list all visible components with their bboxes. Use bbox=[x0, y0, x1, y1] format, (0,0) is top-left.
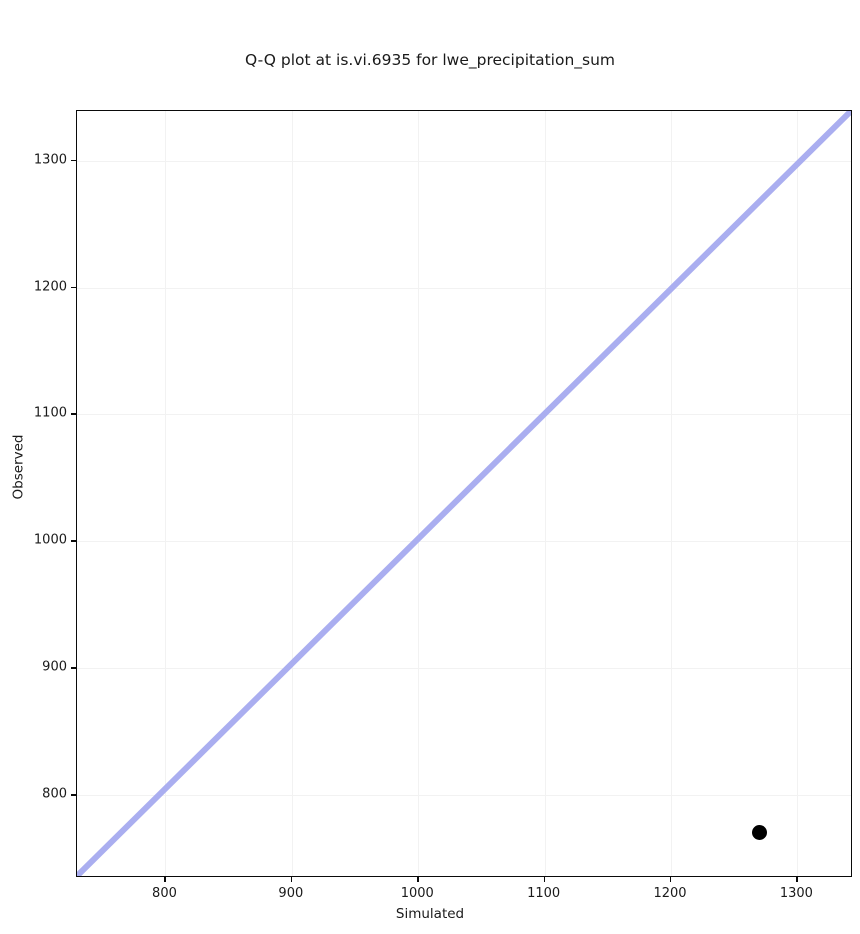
y-axis-label-text: Observed bbox=[10, 434, 27, 500]
y-tick-label: 900 bbox=[42, 659, 67, 675]
data-point bbox=[751, 824, 767, 840]
y-tick-label: 1100 bbox=[33, 405, 67, 421]
gridline-horizontal bbox=[77, 668, 851, 670]
gridline-horizontal bbox=[77, 795, 851, 797]
x-tick-label: 800 bbox=[152, 886, 177, 901]
x-tick-label: 1000 bbox=[400, 886, 434, 901]
x-tick-label: 1300 bbox=[779, 886, 813, 901]
gridline-vertical bbox=[165, 111, 167, 876]
x-tick-mark bbox=[796, 877, 798, 882]
y-tick-label: 1000 bbox=[33, 532, 67, 548]
y-tick-label: 1300 bbox=[33, 152, 67, 168]
x-tick-mark bbox=[164, 877, 166, 882]
identity-line-segment bbox=[77, 111, 851, 876]
plot-area bbox=[76, 110, 852, 877]
gridline-vertical bbox=[797, 111, 799, 876]
x-tick-label: 1200 bbox=[653, 886, 687, 901]
x-tick-label: 900 bbox=[278, 886, 304, 901]
chart-title-line-1: Q-Q plot at is.vi.6935 for lwe_precipita… bbox=[244, 51, 616, 69]
gridline-horizontal bbox=[77, 287, 851, 289]
gridline-vertical bbox=[291, 111, 293, 876]
y-tick-mark bbox=[71, 540, 76, 542]
gridline-horizontal bbox=[77, 414, 851, 416]
y-tick-mark bbox=[71, 413, 76, 415]
identity-line bbox=[77, 111, 851, 876]
gridline-vertical bbox=[544, 111, 546, 876]
x-tick-mark bbox=[417, 877, 419, 882]
y-tick-label: 800 bbox=[42, 786, 67, 802]
y-tick-mark bbox=[71, 794, 76, 796]
x-axis-label: Simulated bbox=[395, 906, 465, 922]
x-tick-mark bbox=[670, 877, 672, 882]
x-tick-mark bbox=[543, 877, 545, 882]
y-tick-mark bbox=[71, 159, 76, 161]
x-tick-mark bbox=[290, 877, 293, 882]
gridline-horizontal bbox=[77, 541, 851, 543]
x-tick-label: 1100 bbox=[527, 886, 561, 901]
gridline-horizontal bbox=[77, 160, 851, 162]
gridline-vertical bbox=[671, 111, 672, 876]
gridline-vertical bbox=[418, 111, 420, 876]
y-tick-label: 1200 bbox=[33, 279, 67, 294]
y-tick-mark bbox=[71, 667, 76, 669]
y-tick-mark bbox=[71, 286, 76, 288]
